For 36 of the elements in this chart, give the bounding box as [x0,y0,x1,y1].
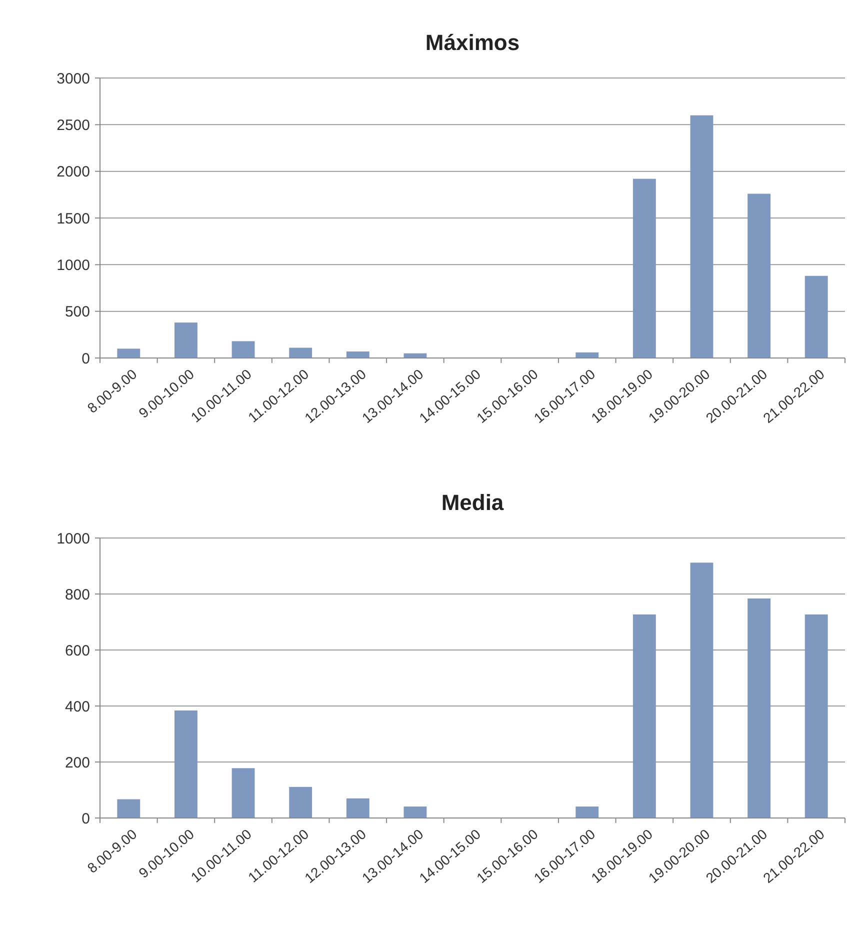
y-tick-label: 400 [64,698,90,716]
bar [690,562,714,818]
bar [289,786,312,818]
bar [576,352,599,358]
bar [576,806,599,818]
chart-title: Máximos [425,30,520,55]
bar [632,614,656,818]
bar [748,194,770,358]
y-tick-label: 0 [82,810,90,828]
y-tick-label: 600 [64,642,90,660]
bar [174,322,198,358]
y-tick-label: 2000 [56,164,90,181]
bar [289,348,312,358]
y-tick-label: 200 [64,754,90,772]
y-tick-label: 800 [64,586,90,604]
bar [748,598,770,818]
bar [117,348,140,358]
y-tick-label: 1000 [56,256,90,274]
bar [232,341,255,358]
bar [632,178,656,358]
y-tick-label: 2500 [56,116,90,134]
y-tick-label: 500 [64,304,90,321]
bar [346,798,370,818]
bar [346,351,370,358]
y-tick-label: 1000 [56,530,90,548]
y-tick-label: 0 [82,350,90,368]
chart-title: Media [441,490,504,515]
bar [804,276,828,358]
bar [232,768,255,818]
bar [117,799,140,818]
y-tick-label: 1500 [56,210,90,228]
bar [690,115,714,358]
bar [804,614,828,818]
y-tick-label: 3000 [56,70,90,88]
bar [404,806,427,818]
bar [174,710,198,818]
